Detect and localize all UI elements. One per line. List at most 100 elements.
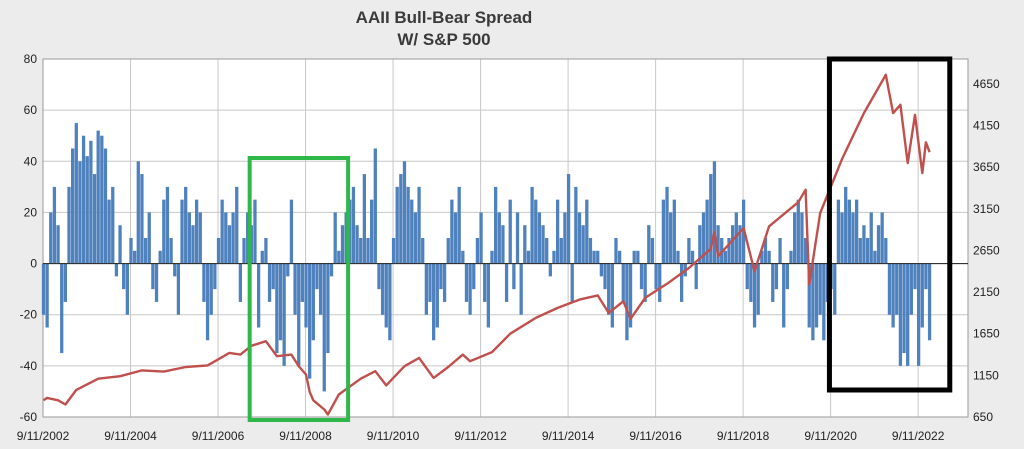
plot-border bbox=[42, 58, 969, 418]
spread-bar bbox=[85, 156, 89, 264]
spread-bar bbox=[329, 263, 334, 277]
spread-bar bbox=[833, 263, 837, 315]
spread-bar bbox=[278, 263, 283, 341]
spread-bar bbox=[789, 250, 793, 264]
spread-bar bbox=[464, 263, 469, 302]
spread-bar bbox=[738, 225, 742, 264]
spread-bar bbox=[920, 263, 924, 328]
spread-bar bbox=[596, 250, 600, 264]
spread-bar bbox=[300, 263, 305, 302]
spread-bar bbox=[588, 238, 593, 264]
spread-bar bbox=[143, 238, 148, 264]
spread-bar bbox=[734, 212, 738, 264]
spread-bar bbox=[450, 199, 454, 264]
spread-bar bbox=[235, 186, 239, 264]
spread-bar bbox=[260, 250, 264, 264]
left-tick-label: -40 bbox=[20, 359, 38, 373]
spread-bar bbox=[71, 148, 75, 264]
spread-bar bbox=[406, 186, 410, 264]
spread-bar bbox=[501, 225, 505, 264]
spread-bar bbox=[377, 263, 381, 290]
right-tick-label: 3150 bbox=[973, 202, 1000, 216]
spread-bar bbox=[822, 263, 826, 341]
spread-bar bbox=[858, 238, 862, 264]
spread-bar bbox=[771, 263, 775, 302]
spread-bar bbox=[669, 212, 673, 264]
spread-bar bbox=[413, 212, 418, 264]
spread-bar bbox=[366, 238, 370, 264]
spread-bar bbox=[534, 199, 538, 264]
right-tick-label: 2150 bbox=[973, 285, 1000, 299]
spread-bar bbox=[318, 263, 323, 315]
spread-bar bbox=[745, 263, 749, 290]
spread-bar bbox=[391, 238, 396, 264]
spread-bar bbox=[351, 186, 356, 264]
spread-bar bbox=[873, 250, 877, 264]
spread-bar bbox=[286, 263, 290, 277]
spread-bar bbox=[231, 212, 235, 264]
spread-bar bbox=[636, 250, 640, 264]
spread-bar bbox=[187, 212, 191, 264]
spread-bar bbox=[545, 238, 549, 264]
spread-bar bbox=[731, 225, 735, 264]
spread-bar bbox=[523, 225, 527, 264]
spread-bar bbox=[60, 263, 64, 354]
spread-bar bbox=[585, 199, 589, 264]
spread-bar bbox=[869, 212, 873, 264]
spread-bar bbox=[147, 212, 151, 264]
spread-bar bbox=[603, 263, 607, 290]
spread-bar bbox=[712, 161, 717, 264]
x-tick-label: 9/11/2002 bbox=[17, 429, 70, 443]
spread-bar bbox=[399, 174, 403, 264]
spread-bar bbox=[862, 225, 866, 264]
spread-bar bbox=[56, 225, 60, 264]
spread-bar bbox=[927, 263, 932, 341]
spread-bar bbox=[876, 225, 881, 264]
spread-bar bbox=[526, 250, 531, 264]
spread-bar bbox=[424, 263, 428, 315]
spread-bar bbox=[563, 212, 567, 264]
left-tick-label: 60 bbox=[24, 103, 38, 117]
spread-bar bbox=[793, 212, 797, 264]
x-tick-label: 9/11/2012 bbox=[454, 429, 507, 443]
spread-bar bbox=[453, 212, 458, 264]
spread-bar bbox=[906, 263, 910, 366]
spread-bar bbox=[388, 263, 392, 341]
spread-bar bbox=[676, 250, 680, 264]
spread-bar bbox=[158, 250, 162, 264]
spread-bar bbox=[282, 263, 286, 366]
spread-bar bbox=[698, 225, 702, 264]
spread-bar bbox=[359, 238, 363, 264]
right-tick-label: 650 bbox=[973, 410, 993, 424]
spread-bar bbox=[74, 122, 78, 264]
spread-bar bbox=[796, 199, 800, 264]
spread-bar bbox=[898, 263, 903, 366]
spread-bar bbox=[504, 263, 509, 302]
spread-bar bbox=[92, 174, 97, 264]
spread-bar bbox=[599, 263, 604, 277]
spread-bar bbox=[41, 263, 46, 315]
spread-bar bbox=[326, 263, 330, 354]
spread-bar bbox=[216, 238, 221, 264]
spread-bar bbox=[639, 263, 644, 290]
spread-bar bbox=[895, 263, 899, 315]
spread-bar bbox=[840, 212, 844, 264]
spread-bar bbox=[435, 263, 439, 328]
spread-bar bbox=[304, 263, 308, 328]
spread-bar bbox=[238, 263, 243, 302]
spread-bar bbox=[315, 263, 319, 290]
spread-bar bbox=[194, 199, 199, 264]
spread-bar bbox=[432, 263, 436, 341]
spread-bar bbox=[468, 263, 472, 315]
spread-bar bbox=[530, 186, 534, 264]
spread-bar bbox=[355, 225, 359, 264]
spread-bar bbox=[836, 199, 841, 264]
left-tick-label: 40 bbox=[24, 154, 38, 168]
spread-bar bbox=[442, 263, 447, 302]
spread-bar bbox=[373, 148, 377, 264]
spread-bar bbox=[803, 238, 808, 264]
spread-bar bbox=[559, 238, 563, 264]
spread-bar bbox=[322, 263, 326, 392]
spread-bar bbox=[555, 199, 560, 264]
